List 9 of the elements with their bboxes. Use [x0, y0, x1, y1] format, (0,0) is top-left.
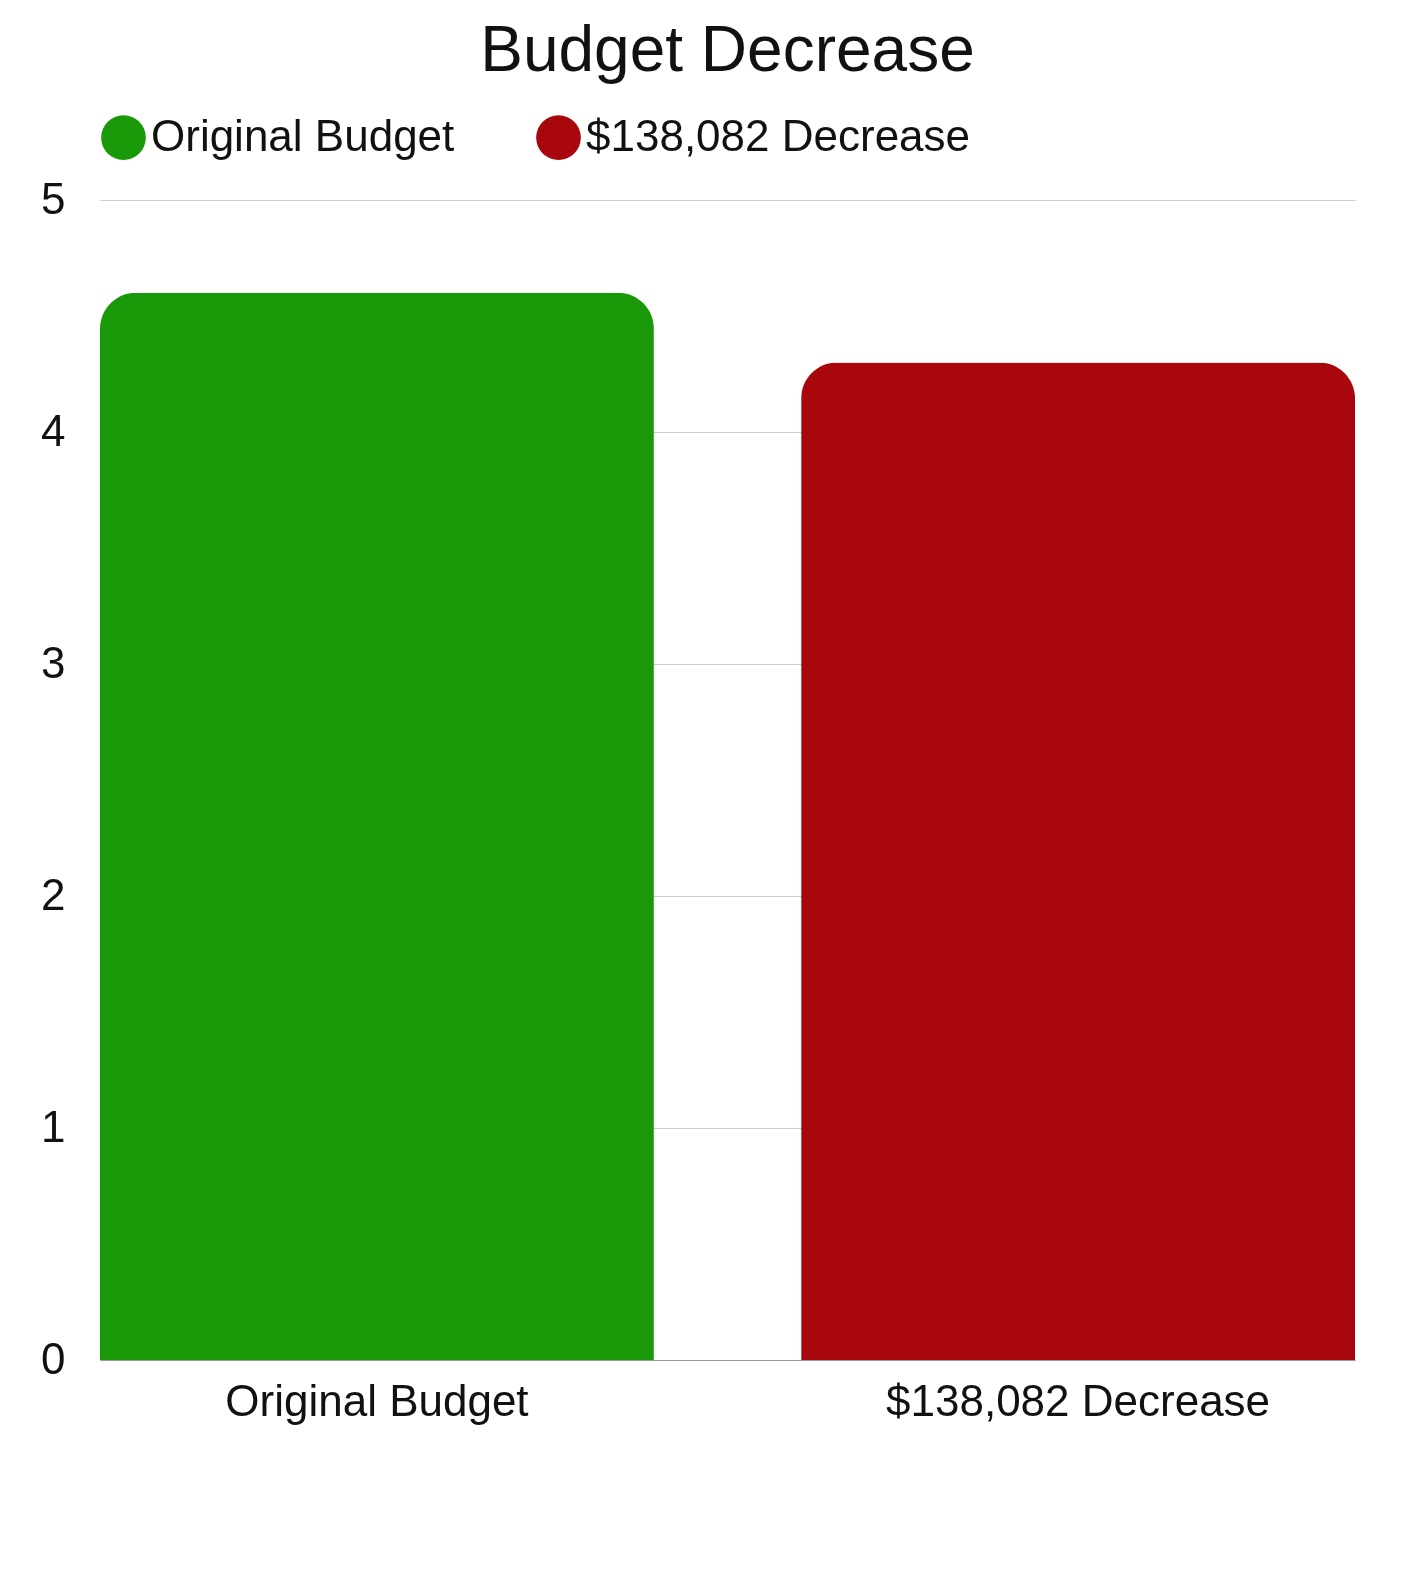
y-tick-label: 5 [41, 173, 66, 223]
y-tick-label: 3 [41, 637, 66, 687]
legend-label: $138,082 Decrease [586, 110, 971, 160]
y-tick-label: 4 [41, 405, 66, 455]
legend-label: Original Budget [151, 110, 455, 160]
y-tick-label: 0 [41, 1333, 66, 1383]
y-tick-label: 2 [41, 869, 66, 919]
chart-title: Budget Decrease [480, 13, 975, 85]
y-tick-label: 1 [41, 1101, 66, 1151]
